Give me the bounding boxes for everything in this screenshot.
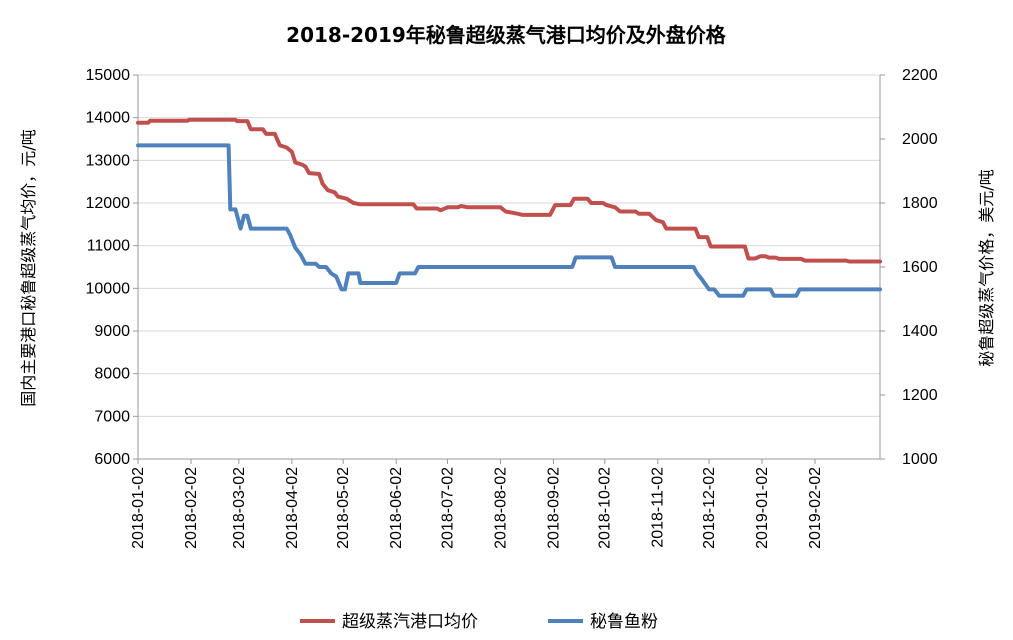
right-y-axis-label: 秘鲁超级蒸气价格，美元/吨 — [977, 169, 996, 366]
series-line-1 — [136, 117, 882, 264]
left-y-tick-label: 10000 — [86, 280, 131, 297]
left-y-tick-label: 7000 — [94, 408, 130, 425]
series-line-2 — [136, 143, 882, 298]
legend: 超级蒸汽港口均价 秘鲁鱼粉 — [300, 612, 658, 632]
left-y-tick-label: 6000 — [94, 451, 130, 468]
right-y-tick-label: 1400 — [902, 323, 938, 340]
left-y-tick-label: 15000 — [86, 67, 131, 84]
x-tick-label: 2018-10-02 — [597, 467, 614, 549]
x-tick-label: 2019-01-02 — [754, 467, 771, 549]
right-y-tick-label: 1800 — [902, 195, 938, 212]
legend-label-series-2: 秘鲁鱼粉 — [590, 612, 658, 632]
x-tick-label: 2018-05-02 — [335, 467, 352, 549]
right-y-tick-labels: 1000 1200 1400 1600 1800 2000 2200 — [880, 67, 938, 468]
right-y-tick-label: 2200 — [902, 67, 938, 84]
legend-label-series-1: 超级蒸汽港口均价 — [342, 612, 478, 632]
x-tick-label: 2018-07-02 — [439, 467, 456, 549]
left-y-tick-label: 9000 — [94, 323, 130, 340]
left-y-axis-label: 国内主要港口秘鲁超级蒸气均价，元/吨 — [19, 129, 38, 406]
left-y-tick-label: 8000 — [94, 366, 130, 383]
right-y-tick-label: 1200 — [902, 387, 938, 404]
x-tick-labels: 2018-01-02 2018-02-02 2018-03-02 2018-04-02… — [130, 459, 824, 549]
left-y-tick-label: 14000 — [86, 110, 131, 127]
chart-title: 2018-2019年秘鲁超级蒸气港口均价及外盘价格 — [286, 23, 727, 47]
x-tick-label: 2018-03-02 — [231, 467, 248, 549]
left-y-tick-label: 13000 — [86, 152, 131, 169]
x-tick-label: 2018-06-02 — [388, 467, 405, 549]
x-tick-label: 2018-01-02 — [130, 467, 147, 549]
gridlines — [138, 74, 880, 417]
left-y-tick-labels: 6000 7000 8000 9000 10000 11000 12000 13000 1400… — [86, 67, 138, 468]
right-y-tick-label: 1000 — [902, 451, 938, 468]
x-tick-label: 2018-09-02 — [545, 467, 562, 549]
right-y-tick-label: 1600 — [902, 259, 938, 276]
x-tick-label: 2018-11-02 — [650, 467, 667, 548]
right-y-tick-label: 2000 — [902, 131, 938, 148]
x-tick-label: 2018-08-02 — [492, 467, 509, 549]
x-tick-label: 2018-04-02 — [284, 467, 301, 549]
x-tick-label: 2019-02-02 — [807, 467, 824, 549]
left-y-tick-label: 12000 — [86, 195, 131, 212]
x-tick-label: 2018-02-02 — [183, 467, 200, 549]
left-y-tick-label: 11000 — [87, 238, 130, 255]
series-layer — [136, 117, 882, 298]
x-tick-label: 2018-12-02 — [701, 467, 718, 549]
